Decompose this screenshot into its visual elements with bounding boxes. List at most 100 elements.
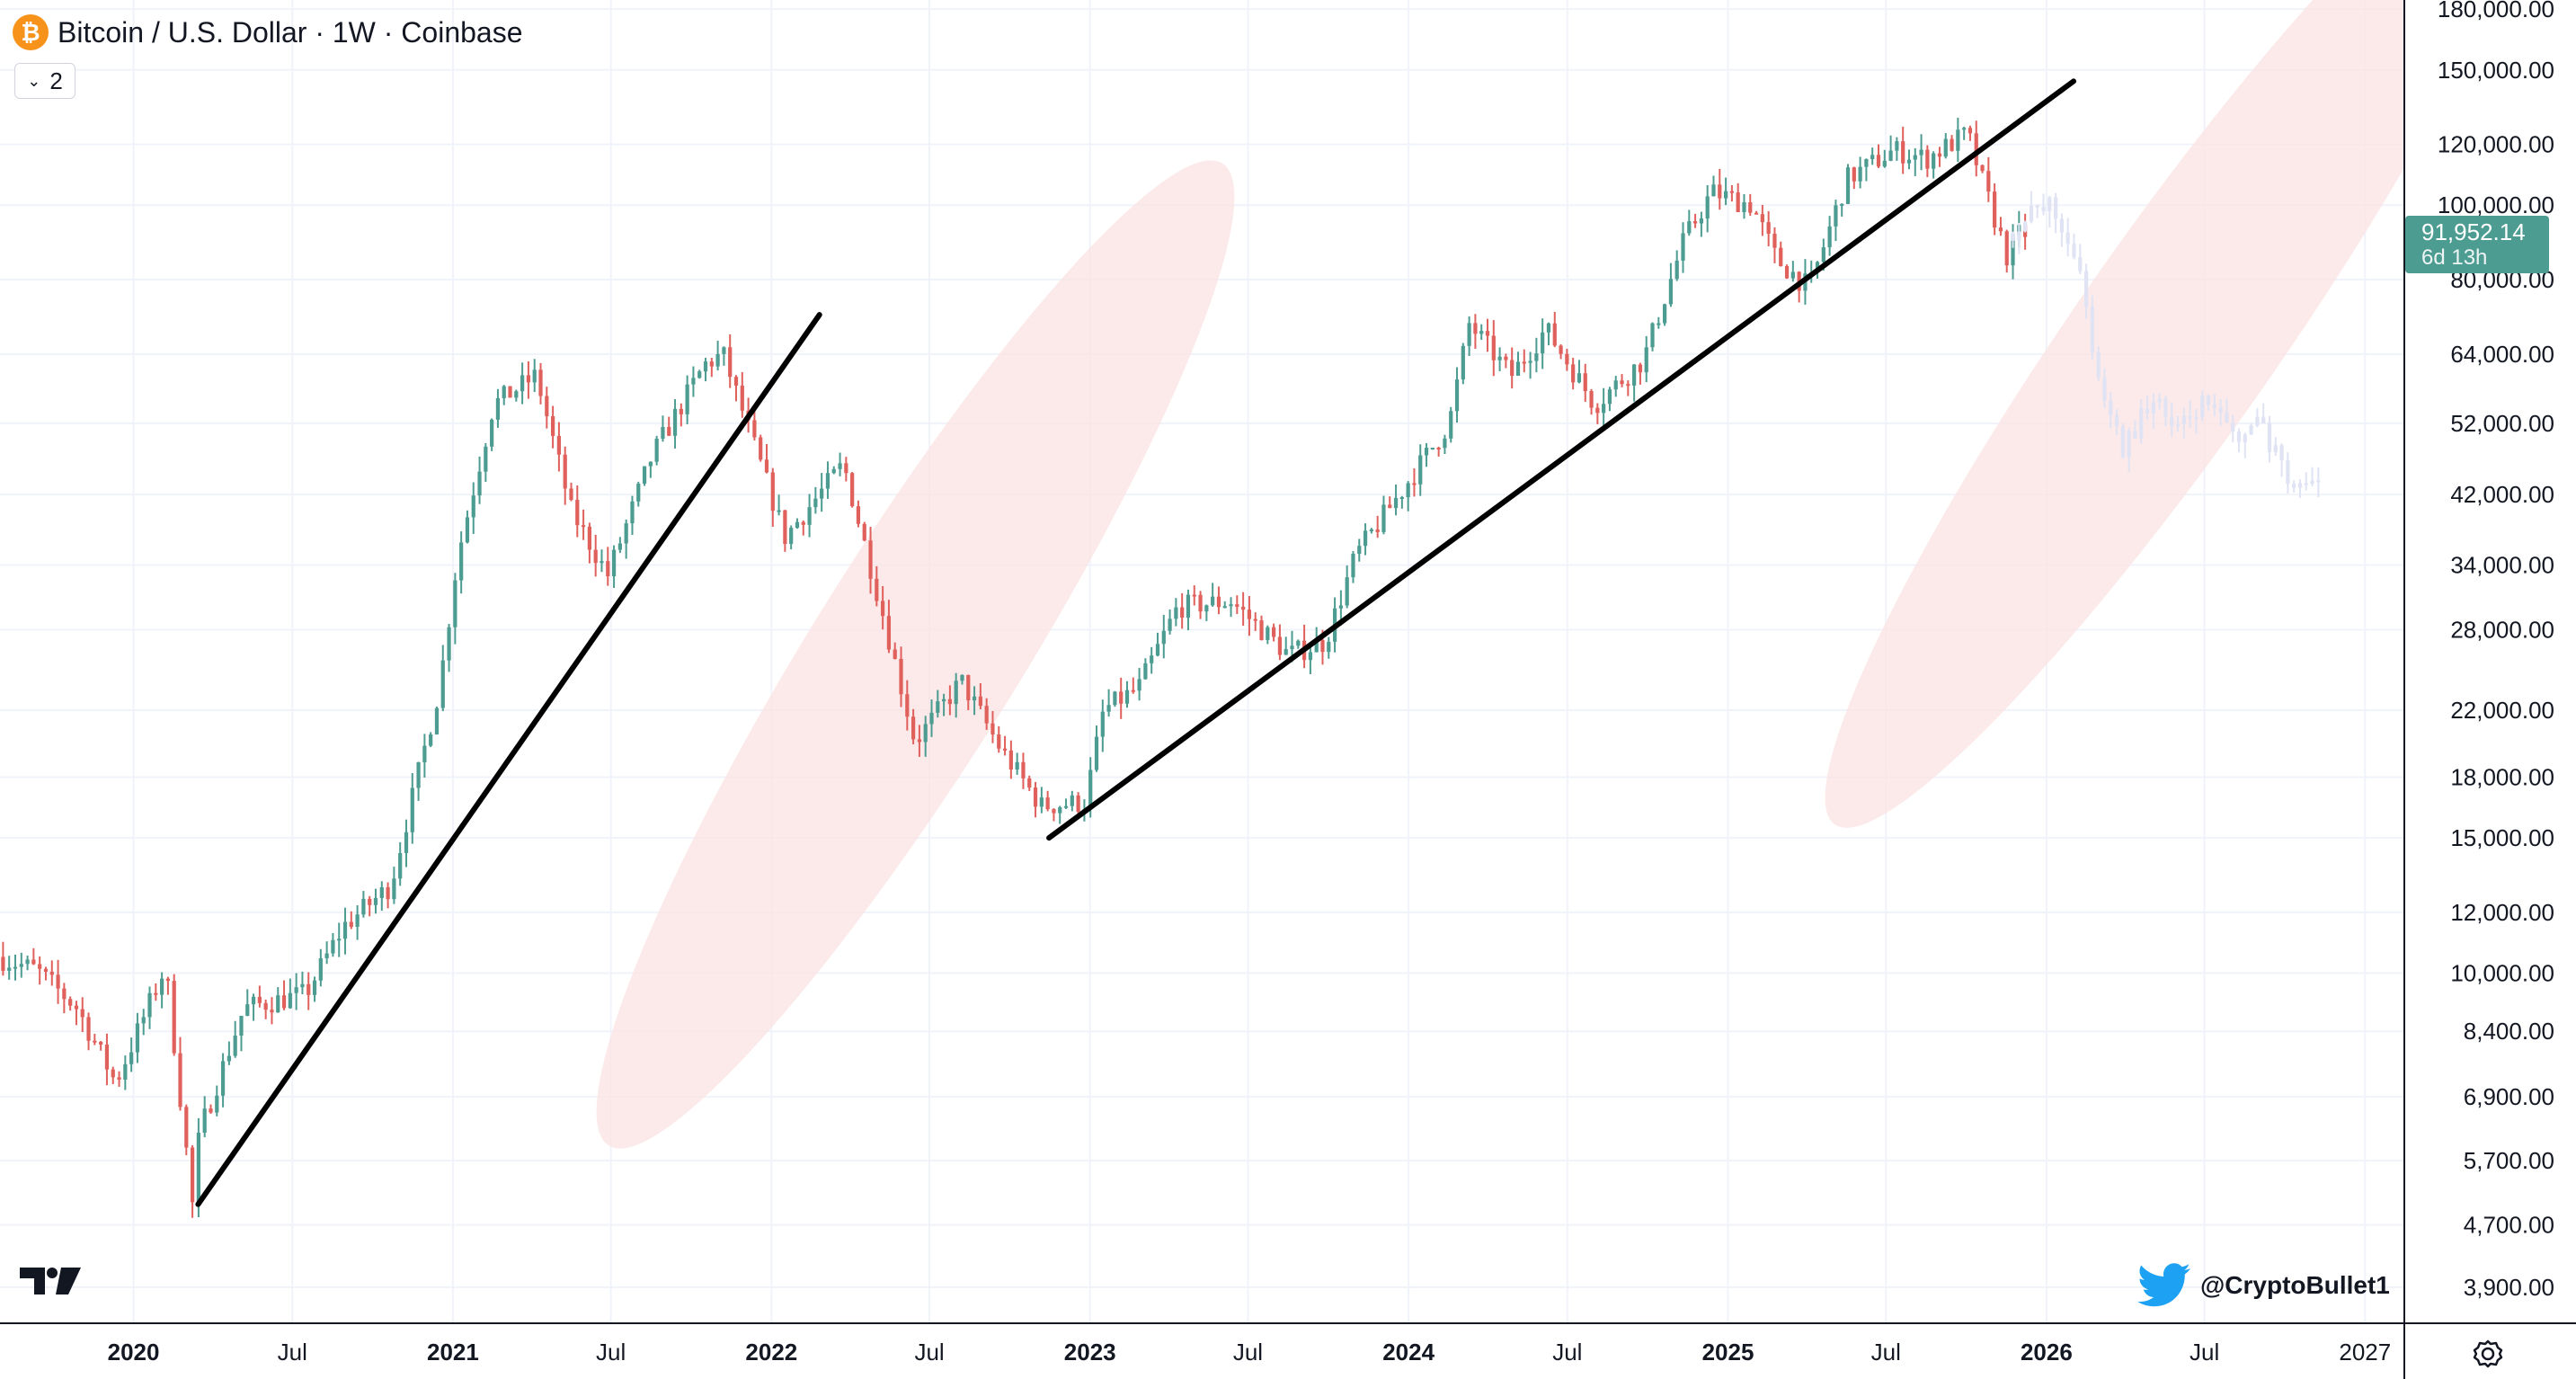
projected-candle-body <box>2212 405 2216 408</box>
candle <box>392 867 396 904</box>
candle-body <box>1039 797 1044 807</box>
candle <box>1950 135 1954 152</box>
candle-body <box>68 999 73 1006</box>
candle <box>978 683 982 710</box>
candle-body <box>1571 364 1576 383</box>
candle <box>1033 781 1038 818</box>
projected-candle-body <box>2297 483 2303 488</box>
candle-body <box>196 1132 201 1203</box>
candle <box>886 600 892 654</box>
candle <box>1919 134 1923 171</box>
projected-candle <box>2120 423 2125 458</box>
candle-body <box>1235 604 1239 607</box>
candle-body <box>1399 497 1404 500</box>
candle-body <box>1119 691 1124 704</box>
indicators-toggle-button[interactable]: ⌄ 2 <box>14 63 76 99</box>
candle <box>1211 583 1215 607</box>
candle-body <box>74 1005 79 1010</box>
time-tick-label: 2026 <box>2021 1339 2073 1366</box>
candle <box>679 403 683 427</box>
candle-body <box>1222 606 1227 609</box>
candle-body <box>1204 605 1209 612</box>
candle <box>1119 677 1124 719</box>
candle-body <box>154 992 158 995</box>
candle <box>709 357 714 378</box>
candle <box>1100 699 1105 752</box>
candle-body <box>1595 407 1600 414</box>
candle-body <box>1577 373 1582 383</box>
trendlines[interactable] <box>195 78 2077 1207</box>
candle-body <box>893 649 897 659</box>
candle-body <box>862 523 866 541</box>
time-scale-bg <box>0 1323 2576 1379</box>
bar-countdown: 6d 13h <box>2421 245 2488 270</box>
candle <box>1155 632 1160 657</box>
candle <box>220 1053 226 1108</box>
candle <box>129 1037 134 1072</box>
candle <box>13 954 18 981</box>
candle <box>1058 805 1062 824</box>
candle <box>936 690 940 718</box>
projected-candle-body <box>2065 232 2070 245</box>
candle-body <box>117 1077 121 1080</box>
candle-body <box>1375 529 1380 532</box>
candle-body <box>807 507 812 525</box>
candle-body <box>490 419 494 447</box>
candle-body <box>941 698 946 702</box>
candlestick-series <box>1 117 2028 1218</box>
candle-body <box>1864 158 1869 167</box>
candle <box>1052 808 1056 822</box>
candle-body <box>1284 649 1288 655</box>
candle-body <box>636 484 641 502</box>
candle-body <box>795 521 800 529</box>
candle-body <box>1168 618 1172 631</box>
candle <box>1497 347 1502 371</box>
candle-body <box>1143 663 1148 680</box>
candle-body <box>520 375 525 392</box>
candle <box>563 446 567 505</box>
candle <box>227 1041 231 1065</box>
projected-candle-body <box>2072 244 2076 258</box>
candle-body <box>190 1147 195 1203</box>
tradingview-logo-icon[interactable] <box>20 1266 83 1298</box>
settings-gear-icon[interactable] <box>2470 1336 2506 1372</box>
projected-candle <box>2170 402 2174 438</box>
candle-body <box>1895 141 1899 151</box>
projected-candle-body <box>2083 271 2089 307</box>
candle <box>728 334 733 388</box>
candle-body <box>331 939 335 954</box>
candle-body <box>1925 149 1930 169</box>
candle-body <box>300 983 305 988</box>
candle-body <box>654 439 659 462</box>
candle-body <box>440 660 445 708</box>
candle-body <box>1950 138 1954 151</box>
candle <box>178 1036 182 1111</box>
price-tick-label: 22,000.00 <box>2450 697 2554 724</box>
candle <box>1901 126 1905 174</box>
candle <box>966 674 971 710</box>
price-scale[interactable]: 180,000.00 150,000.00 120,000.00 100,000.00… <box>2438 0 2554 1301</box>
candle-body <box>538 369 543 396</box>
time-scale[interactable]: 2020 Jul 2021 Jul 2022 Jul 2023 Jul 2024 Jul 2025 J… <box>108 1339 2392 1366</box>
candle <box>1473 314 1478 350</box>
candle-body <box>1412 483 1417 485</box>
candle <box>160 972 164 1009</box>
symbol-header[interactable]: ₿ Bitcoin / U.S. Dollar · 1W · Coinbase <box>13 11 523 54</box>
projected-candle-body <box>2188 415 2192 419</box>
candle <box>294 973 298 1010</box>
candle <box>1932 151 1936 179</box>
candle-body <box>1754 212 1759 215</box>
projected-candle-body <box>2249 425 2253 435</box>
projected-candle <box>2047 196 2052 228</box>
candle <box>1259 615 1264 641</box>
candle-body <box>954 681 958 705</box>
candle <box>1589 388 1594 415</box>
candle-body <box>1467 323 1471 346</box>
candle <box>1045 790 1050 812</box>
candle <box>1870 147 1875 165</box>
candle <box>349 911 353 930</box>
candle-body <box>514 391 519 398</box>
bitcoin-icon: ₿ <box>13 14 49 50</box>
projected-candle <box>2194 409 2198 434</box>
